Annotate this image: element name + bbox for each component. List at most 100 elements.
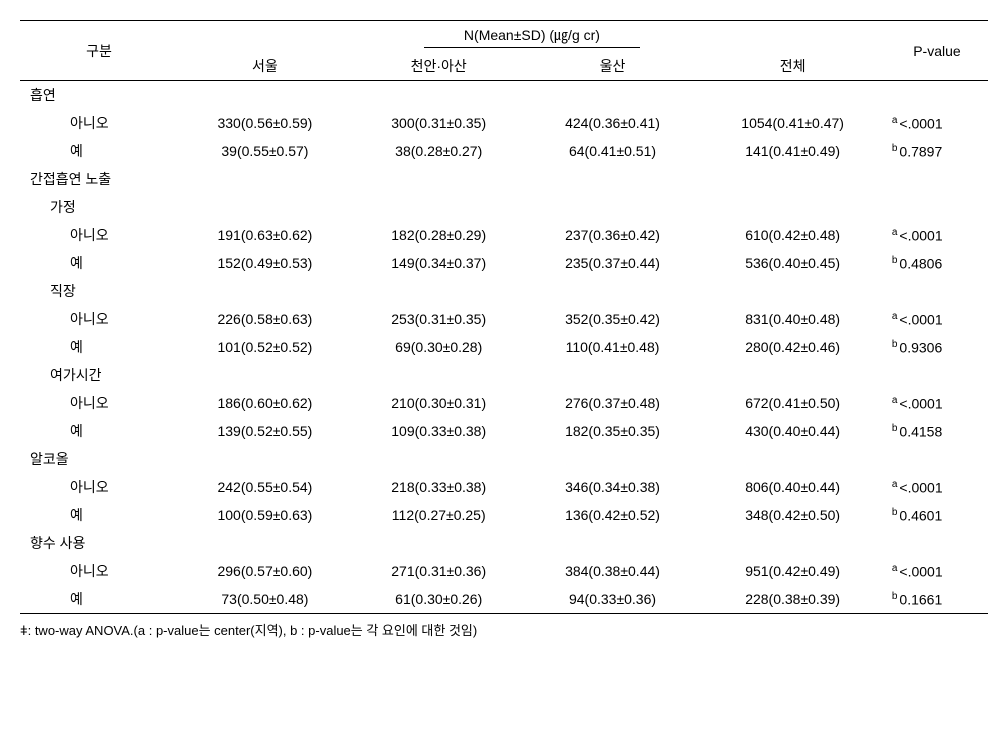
pvalue-cell: b0.1661 — [886, 585, 988, 614]
table-row: 아니오186(0.60±0.62)210(0.30±0.31)276(0.37±… — [20, 389, 988, 417]
header-col-cheonan: 천안·아산 — [352, 52, 526, 81]
empty-cell — [526, 361, 700, 389]
pvalue-cell: b0.4601 — [886, 501, 988, 529]
value-cell: 141(0.41±0.49) — [699, 137, 885, 165]
value-cell: 100(0.59±0.63) — [178, 501, 352, 529]
value-cell: 112(0.27±0.25) — [352, 501, 526, 529]
value-cell: 109(0.33±0.38) — [352, 417, 526, 445]
empty-cell — [886, 165, 988, 193]
value-cell: 210(0.30±0.31) — [352, 389, 526, 417]
value-cell: 831(0.40±0.48) — [699, 305, 885, 333]
value-cell: 218(0.33±0.38) — [352, 473, 526, 501]
table-row: 예39(0.55±0.57)38(0.28±0.27)64(0.41±0.51)… — [20, 137, 988, 165]
header-metric: N(Mean±SD) (㎍/g cr) — [178, 21, 886, 53]
header-col-ulsan: 울산 — [526, 52, 700, 81]
value-cell: 38(0.28±0.27) — [352, 137, 526, 165]
row-label: 아니오 — [20, 109, 178, 137]
empty-cell — [178, 165, 352, 193]
empty-cell — [886, 81, 988, 110]
value-cell: 806(0.40±0.44) — [699, 473, 885, 501]
value-cell: 253(0.31±0.35) — [352, 305, 526, 333]
table-row: 아니오226(0.58±0.63)253(0.31±0.35)352(0.35±… — [20, 305, 988, 333]
empty-cell — [526, 165, 700, 193]
pvalue-cell: a<.0001 — [886, 305, 988, 333]
table-row: 간접흡연 노출 — [20, 165, 988, 193]
superscript: a — [892, 227, 898, 238]
value-cell: 228(0.38±0.39) — [699, 585, 885, 614]
row-label: 아니오 — [20, 221, 178, 249]
empty-cell — [178, 445, 352, 473]
table-row: 예100(0.59±0.63)112(0.27±0.25)136(0.42±0.… — [20, 501, 988, 529]
section-label: 향수 사용 — [20, 529, 178, 557]
table-row: 직장 — [20, 277, 988, 305]
superscript: b — [892, 255, 898, 266]
empty-cell — [178, 529, 352, 557]
superscript: a — [892, 395, 898, 406]
value-cell: 280(0.42±0.46) — [699, 333, 885, 361]
value-cell: 330(0.56±0.59) — [178, 109, 352, 137]
empty-cell — [526, 529, 700, 557]
value-cell: 69(0.30±0.28) — [352, 333, 526, 361]
empty-cell — [886, 445, 988, 473]
empty-cell — [699, 361, 885, 389]
row-label: 예 — [20, 249, 178, 277]
empty-cell — [886, 361, 988, 389]
empty-cell — [352, 193, 526, 221]
superscript: b — [892, 591, 898, 602]
section-label: 여가시간 — [20, 361, 178, 389]
value-cell: 536(0.40±0.45) — [699, 249, 885, 277]
row-label: 예 — [20, 501, 178, 529]
value-cell: 182(0.35±0.35) — [526, 417, 700, 445]
pvalue-cell: a<.0001 — [886, 389, 988, 417]
value-cell: 186(0.60±0.62) — [178, 389, 352, 417]
value-cell: 300(0.31±0.35) — [352, 109, 526, 137]
superscript: a — [892, 115, 898, 126]
value-cell: 951(0.42±0.49) — [699, 557, 885, 585]
empty-cell — [352, 529, 526, 557]
table-row: 아니오242(0.55±0.54)218(0.33±0.38)346(0.34±… — [20, 473, 988, 501]
value-cell: 296(0.57±0.60) — [178, 557, 352, 585]
row-label: 아니오 — [20, 473, 178, 501]
value-cell: 110(0.41±0.48) — [526, 333, 700, 361]
table-row: 아니오191(0.63±0.62)182(0.28±0.29)237(0.36±… — [20, 221, 988, 249]
empty-cell — [526, 193, 700, 221]
empty-cell — [886, 529, 988, 557]
value-cell: 73(0.50±0.48) — [178, 585, 352, 614]
empty-cell — [352, 81, 526, 110]
value-cell: 610(0.42±0.48) — [699, 221, 885, 249]
empty-cell — [352, 361, 526, 389]
value-cell: 64(0.41±0.51) — [526, 137, 700, 165]
empty-cell — [178, 81, 352, 110]
table-row: 예101(0.52±0.52)69(0.30±0.28)110(0.41±0.4… — [20, 333, 988, 361]
value-cell: 276(0.37±0.48) — [526, 389, 700, 417]
footnote: ǂ: two-way ANOVA.(a : p-value는 center(지역… — [20, 614, 988, 639]
section-label: 직장 — [20, 277, 178, 305]
empty-cell — [526, 445, 700, 473]
value-cell: 152(0.49±0.53) — [178, 249, 352, 277]
value-cell: 226(0.58±0.63) — [178, 305, 352, 333]
value-cell: 346(0.34±0.38) — [526, 473, 700, 501]
table-row: 예139(0.52±0.55)109(0.33±0.38)182(0.35±0.… — [20, 417, 988, 445]
value-cell: 136(0.42±0.52) — [526, 501, 700, 529]
value-cell: 101(0.52±0.52) — [178, 333, 352, 361]
empty-cell — [699, 277, 885, 305]
pvalue-cell: a<.0001 — [886, 221, 988, 249]
pvalue-cell: b0.7897 — [886, 137, 988, 165]
section-label: 흡연 — [20, 81, 178, 110]
empty-cell — [699, 165, 885, 193]
value-cell: 39(0.55±0.57) — [178, 137, 352, 165]
superscript: b — [892, 143, 898, 154]
empty-cell — [699, 529, 885, 557]
table-row: 향수 사용 — [20, 529, 988, 557]
row-label: 아니오 — [20, 389, 178, 417]
empty-cell — [886, 277, 988, 305]
pvalue-cell: a<.0001 — [886, 473, 988, 501]
empty-cell — [352, 277, 526, 305]
row-label: 아니오 — [20, 305, 178, 333]
header-category: 구분 — [20, 21, 178, 81]
empty-cell — [178, 193, 352, 221]
header-col-total: 전체 — [699, 52, 885, 81]
table-row: 아니오296(0.57±0.60)271(0.31±0.36)384(0.38±… — [20, 557, 988, 585]
value-cell: 94(0.33±0.36) — [526, 585, 700, 614]
value-cell: 235(0.37±0.44) — [526, 249, 700, 277]
